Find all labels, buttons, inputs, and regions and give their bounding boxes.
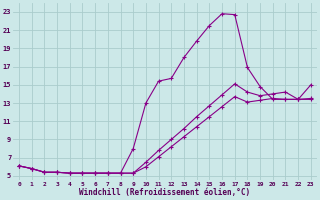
X-axis label: Windchill (Refroidissement éolien,°C): Windchill (Refroidissement éolien,°C) (79, 188, 251, 197)
